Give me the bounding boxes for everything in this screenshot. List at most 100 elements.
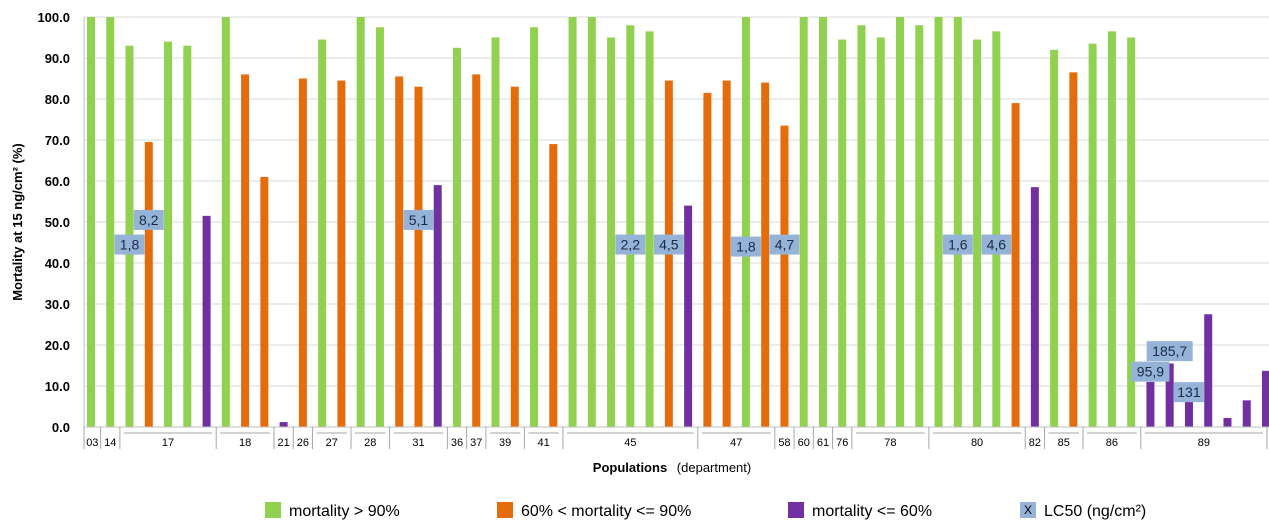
gridlines bbox=[83, 16, 1269, 428]
lc50-labels: 1,8 8,2 5,1 2,2 4,5 1,8 4,7 1,6 4,6 95,9 185,7 131 bbox=[114, 209, 1204, 403]
bar-high bbox=[568, 17, 577, 427]
y-tick-label: 50.0 bbox=[45, 215, 70, 230]
legend-label: 60% < mortality <= 90% bbox=[521, 503, 691, 520]
y-tick-label: 60.0 bbox=[45, 174, 70, 189]
legend-swatch bbox=[265, 502, 281, 518]
lc50-label-text: 4,7 bbox=[775, 237, 795, 253]
legend-item-lc50: X LC50 (ng/cm²) bbox=[1020, 502, 1146, 520]
x-tick-label: 89 bbox=[1198, 437, 1210, 449]
bar-high bbox=[318, 39, 327, 428]
bar-high bbox=[375, 27, 384, 427]
bar-mid bbox=[337, 80, 346, 428]
y-tick-label: 90.0 bbox=[45, 51, 70, 66]
lc50-label-box bbox=[1131, 361, 1170, 382]
lc50-label-box bbox=[1173, 382, 1204, 403]
bar-high bbox=[491, 37, 500, 427]
x-tick-label: 18 bbox=[239, 437, 251, 449]
x-axis-label-main: Populations bbox=[593, 460, 667, 475]
bar-mid bbox=[1069, 72, 1078, 427]
lc50-label-box bbox=[981, 234, 1012, 255]
bar-high bbox=[106, 17, 115, 427]
bar-mid bbox=[395, 76, 404, 427]
lc50-label-box bbox=[615, 234, 646, 255]
y-tick-label: 100.0 bbox=[37, 10, 70, 25]
x-tick-label: 28 bbox=[364, 437, 376, 449]
legend: mortality > 90% 60% < mortality <= 90% mor… bbox=[265, 502, 1146, 520]
lc50-label-box bbox=[403, 209, 434, 230]
bar-high bbox=[626, 25, 635, 427]
legend-item-low: mortality <= 60% bbox=[788, 502, 932, 520]
lc50-label-text: 95,9 bbox=[1137, 364, 1164, 380]
bar-high bbox=[1050, 49, 1059, 428]
x-tick-label: 03 bbox=[86, 437, 98, 449]
lc50-label-box bbox=[730, 236, 761, 257]
bar-low bbox=[1204, 314, 1213, 427]
bar-high bbox=[87, 17, 95, 427]
bar-high bbox=[452, 47, 461, 427]
bar-mid bbox=[761, 82, 770, 427]
lc50-label: 5,1 bbox=[403, 209, 434, 230]
bar-high bbox=[356, 17, 365, 427]
bar-low bbox=[1030, 187, 1039, 427]
x-tick-label: 76 bbox=[836, 437, 848, 449]
x-tick-label: 37 bbox=[470, 437, 482, 449]
lc50-label-text: 5,1 bbox=[409, 212, 429, 228]
legend-swatch bbox=[788, 502, 804, 518]
bar-high bbox=[607, 37, 616, 427]
bar-high bbox=[818, 17, 827, 427]
bar-mid bbox=[414, 86, 423, 427]
legend-swatch bbox=[497, 502, 513, 518]
x-tick-label: 82 bbox=[1029, 437, 1041, 449]
lc50-label-box bbox=[1146, 341, 1193, 362]
x-tick-label: 86 bbox=[1106, 437, 1118, 449]
bar-high bbox=[645, 31, 654, 427]
x-tick-label: 27 bbox=[326, 437, 338, 449]
lc50-label-text: 1,6 bbox=[948, 237, 968, 253]
bar-high bbox=[896, 17, 905, 427]
x-tick-label: 60 bbox=[798, 437, 810, 449]
y-axis-label: Mortality at 15 ng/cm² (%) bbox=[10, 143, 25, 300]
y-tick-label: 40.0 bbox=[45, 256, 70, 271]
bar-mid bbox=[241, 74, 250, 428]
bar-mid bbox=[1011, 103, 1020, 427]
lc50-label-text: 8,2 bbox=[139, 212, 159, 228]
lc50-label: 131 bbox=[1173, 382, 1204, 403]
bar-low bbox=[433, 185, 442, 427]
lc50-label-box bbox=[653, 234, 684, 255]
x-axis: 03 14 17 18 21 26 27 28 31 36 37 39 41 45 47 58 60 61 76 78… bbox=[83, 426, 1269, 449]
lc50-label-text: 1,8 bbox=[736, 239, 756, 255]
lc50-label: 8,2 bbox=[133, 209, 164, 230]
lc50-label: 4,5 bbox=[653, 234, 684, 255]
lc50-label: 1,6 bbox=[942, 234, 973, 255]
bar-low bbox=[1184, 396, 1193, 427]
x-tick-label: 21 bbox=[277, 437, 289, 449]
lc50-label-text: 1,8 bbox=[120, 237, 140, 253]
lc50-label-text: 131 bbox=[1177, 384, 1201, 400]
y-tick-label: 10.0 bbox=[45, 379, 70, 394]
lc50-label-text: 185,7 bbox=[1152, 343, 1187, 359]
bar-high bbox=[587, 17, 596, 427]
x-tick-label: 41 bbox=[538, 437, 550, 449]
x-tick-label: 78 bbox=[884, 437, 896, 449]
legend-label: LC50 (ng/cm²) bbox=[1044, 503, 1146, 520]
bar-high bbox=[857, 25, 866, 427]
bar-mid bbox=[780, 125, 789, 428]
lc50-label: 1,8 bbox=[730, 236, 761, 257]
bar-low bbox=[684, 205, 693, 427]
x-tick-label: 14 bbox=[104, 437, 116, 449]
bar-low bbox=[1165, 363, 1174, 427]
lc50-label-text: 2,2 bbox=[621, 237, 641, 253]
bar-mid bbox=[472, 74, 481, 428]
bar-high bbox=[934, 17, 943, 427]
bar-mid bbox=[144, 142, 153, 428]
x-tick-label: 61 bbox=[817, 437, 829, 449]
bar-low bbox=[279, 422, 288, 427]
bar-high bbox=[1107, 31, 1116, 427]
lc50-label: 4,6 bbox=[981, 234, 1012, 255]
bar-high bbox=[1127, 37, 1136, 427]
bar-mid bbox=[298, 78, 307, 427]
lc50-label-box bbox=[133, 209, 164, 230]
legend-label: mortality <= 60% bbox=[812, 503, 932, 520]
bar-high bbox=[992, 31, 1001, 427]
